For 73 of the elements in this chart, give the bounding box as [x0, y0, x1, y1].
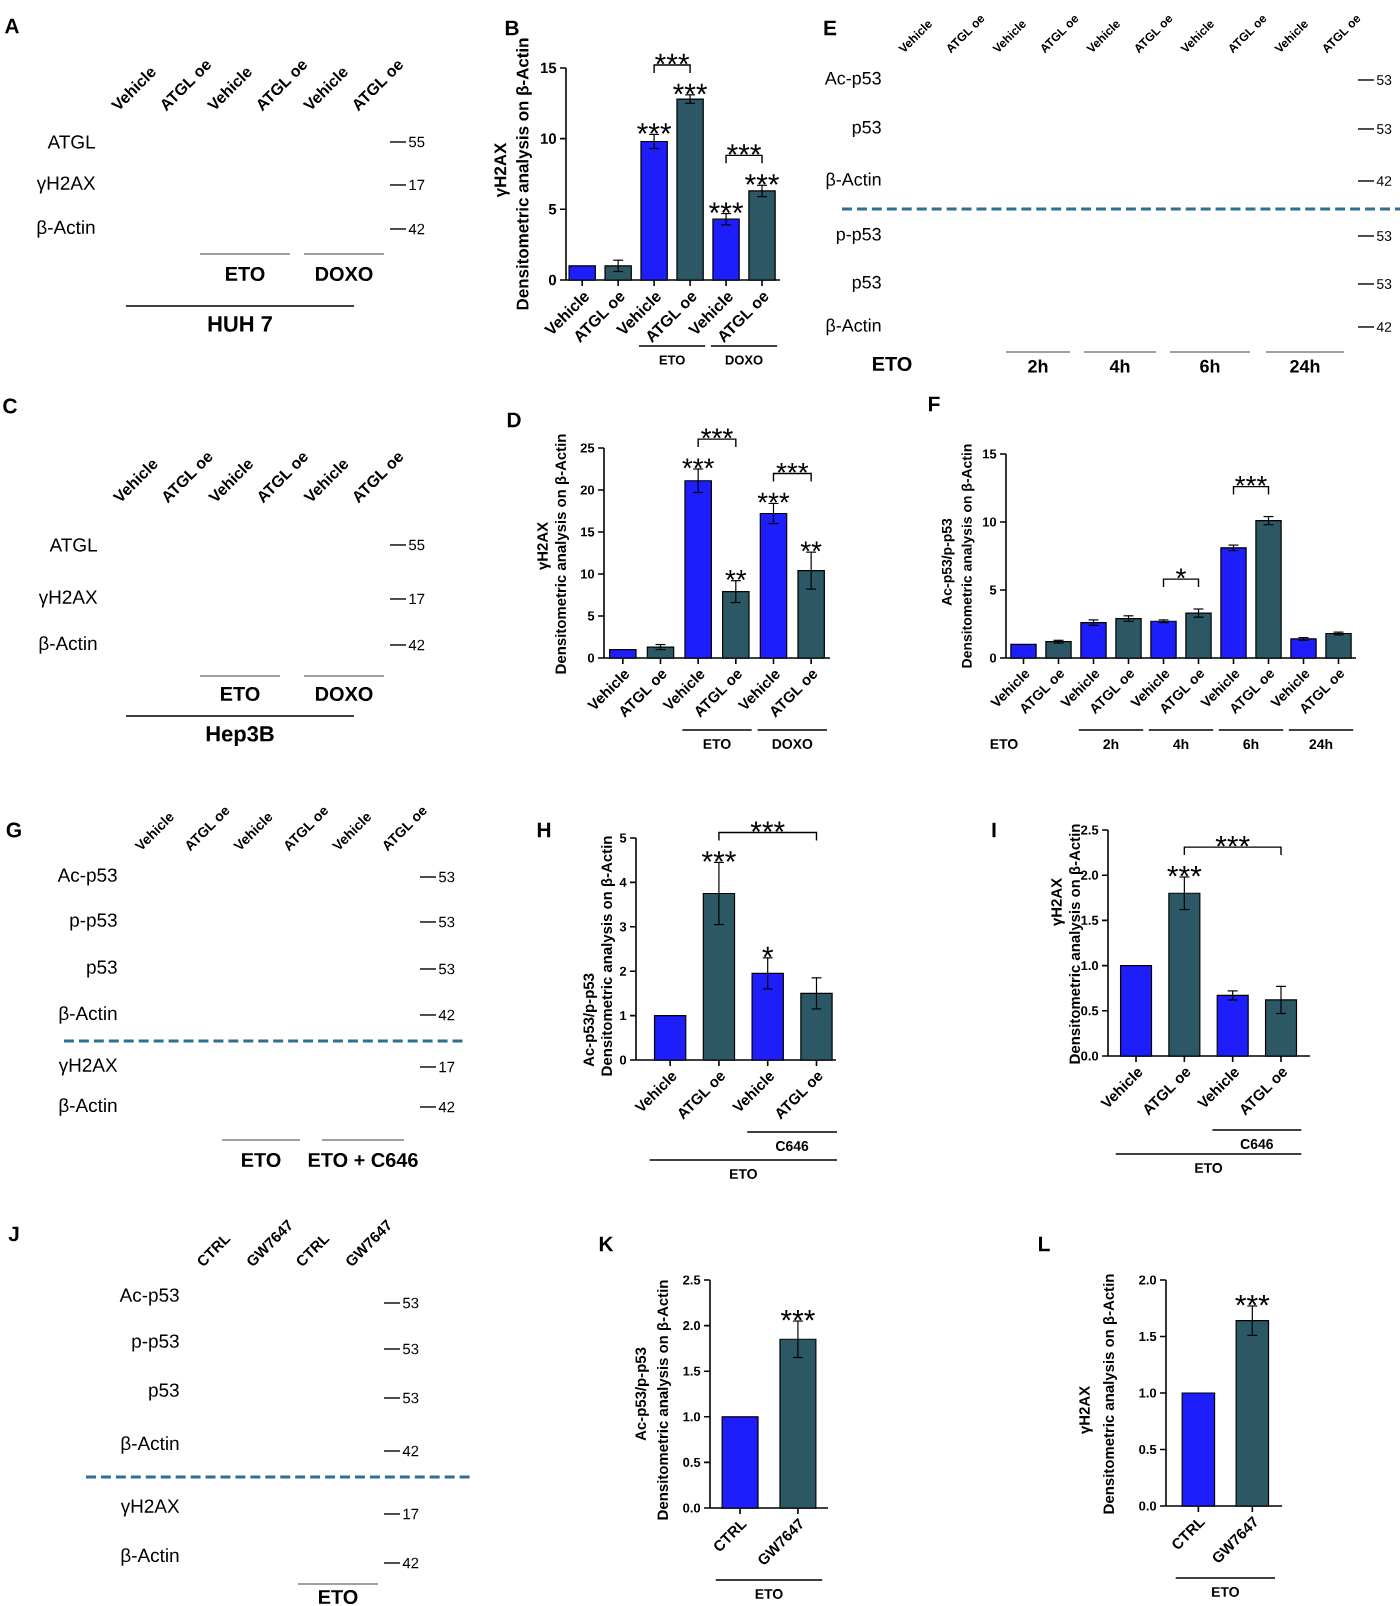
text: ETO: [873, 356, 912, 372]
category-label: p-p53: [132, 1334, 179, 1352]
text: Hep3B: [206, 726, 274, 746]
chart-title: K: [599, 1236, 614, 1252]
text: DOXO: [316, 266, 373, 282]
chart-title: L: [1039, 1236, 1050, 1252]
annotation: ***: [1167, 865, 1202, 877]
text: A: [4, 18, 19, 34]
chart-title: D: [507, 412, 521, 428]
annotation: ***: [745, 174, 779, 185]
annotation: ***: [780, 1309, 815, 1321]
annotation: ***: [727, 144, 761, 155]
text: 24h: [1290, 359, 1320, 373]
category-label: p53: [149, 1383, 179, 1401]
category-label: ATGL: [47, 135, 95, 149]
category-label: p53: [852, 120, 881, 138]
annotation: **: [725, 570, 747, 580]
category-label: β-Actin: [39, 636, 97, 654]
category-label: β-Actin: [59, 1006, 117, 1024]
annotation: ***: [701, 851, 736, 862]
text: 2h: [1028, 359, 1048, 373]
chart-title: I: [992, 822, 996, 838]
category-label: p53: [852, 275, 881, 293]
chart-title: B: [505, 20, 519, 36]
category-label: Ac-p53: [57, 868, 117, 886]
category-label: β-Actin: [826, 172, 881, 190]
text: ***: [655, 53, 690, 65]
category-label: Ac-p53: [824, 71, 881, 89]
category-label: β-Actin: [37, 220, 95, 238]
annotation: ***: [637, 123, 672, 134]
text: γH2AX: [494, 142, 510, 198]
text: ***: [701, 428, 733, 439]
text: C: [3, 398, 17, 414]
category-label: β-Actin: [59, 1098, 117, 1116]
annotation: *: [1176, 568, 1187, 579]
annotation: ***: [757, 492, 790, 503]
category-label: β-Actin: [826, 318, 881, 336]
text: ***: [750, 821, 785, 832]
text: E: [824, 20, 837, 36]
text: G: [6, 822, 21, 838]
annotation: ***: [682, 458, 715, 469]
annotation: ***: [1215, 836, 1250, 847]
text: ETO: [242, 1152, 281, 1168]
text: ETO: [319, 1589, 358, 1605]
y-axis-title: Densitometric analysis on β-Actin: [516, 38, 532, 310]
category-label: γH2AX: [36, 176, 96, 194]
category-label: ATGL: [49, 538, 97, 552]
category-label: Ac-p53: [119, 1288, 179, 1306]
text: ETO: [226, 266, 265, 282]
chart-title: F: [929, 396, 940, 412]
text: J: [8, 1226, 19, 1242]
text: 4h: [1109, 359, 1130, 373]
annotation: ***: [1235, 476, 1267, 486]
category-label: p-p53: [836, 227, 881, 245]
category-label: γH2AX: [58, 1058, 118, 1076]
category-label: β-Actin: [121, 1548, 179, 1566]
category-label: β-Actin: [121, 1436, 179, 1454]
category-label: γH2AX: [38, 590, 98, 608]
text: DOXO: [316, 686, 373, 702]
chart-title: H: [537, 822, 551, 838]
category-label: p53: [87, 960, 117, 978]
annotation: ***: [709, 202, 744, 213]
annotation: **: [800, 541, 822, 552]
category-label: p-p53: [70, 913, 117, 931]
text: 6h: [1200, 359, 1220, 373]
text: HUH 7: [208, 316, 272, 332]
annotation: ***: [776, 462, 809, 473]
text: ETO: [221, 686, 260, 702]
text: ETO + C646: [308, 1152, 418, 1168]
category-label: γH2AX: [120, 1499, 180, 1517]
annotation: *: [762, 946, 774, 958]
annotation: ***: [673, 83, 708, 95]
annotation: ***: [1235, 1294, 1270, 1306]
